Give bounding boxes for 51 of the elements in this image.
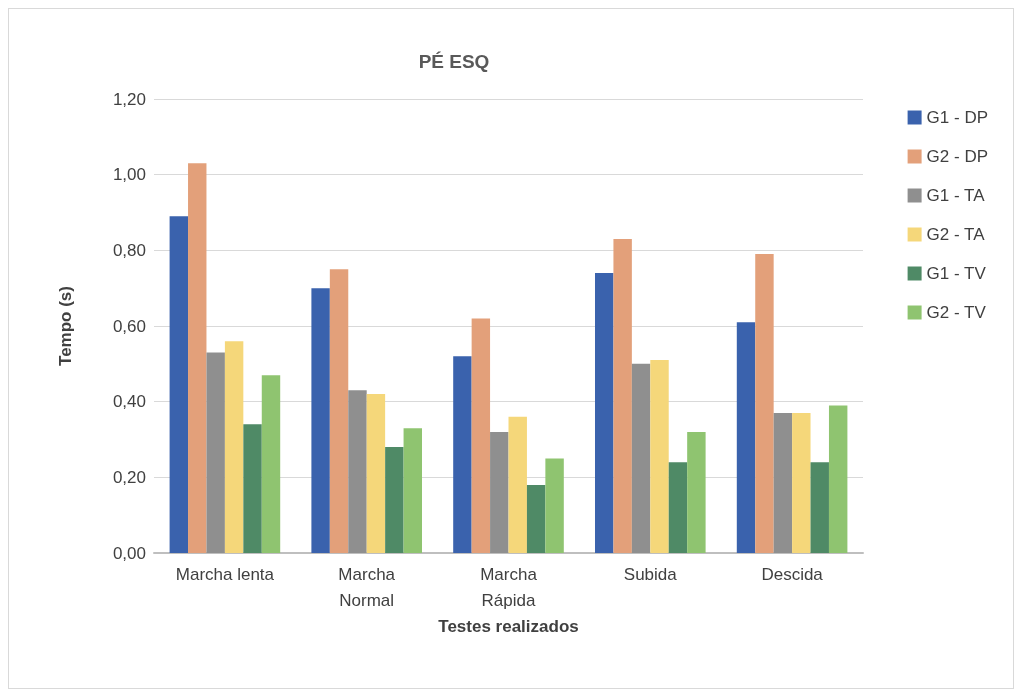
legend-label: G2 - DP — [926, 147, 989, 166]
bar — [755, 254, 774, 553]
x-tick-label: Marcha Rápida — [480, 564, 538, 610]
legend-label: G1 - TA — [926, 186, 986, 205]
bar — [261, 375, 281, 553]
bar — [613, 238, 632, 553]
bar — [385, 447, 404, 553]
legend-label: G1 - TV — [926, 264, 987, 283]
bar — [224, 341, 244, 553]
bar — [490, 431, 509, 553]
bar — [471, 318, 491, 553]
y-tick-label: 0,60 — [112, 316, 146, 336]
bar — [631, 363, 651, 553]
bar — [366, 394, 386, 553]
bar — [453, 356, 472, 553]
y-tick-label: 0,00 — [112, 543, 146, 563]
x-tick-label: Descida — [761, 564, 824, 584]
bar — [687, 431, 706, 553]
y-tick-label: 0,20 — [112, 467, 146, 487]
y-tick-label: 0,80 — [112, 240, 146, 260]
bar — [329, 269, 349, 553]
bar — [595, 273, 614, 553]
bar — [773, 413, 793, 553]
x-tick-label: Subida — [623, 564, 678, 584]
bar — [668, 462, 688, 553]
legend-label: G2 - TA — [926, 225, 986, 244]
bar — [188, 163, 207, 553]
bar — [403, 428, 422, 553]
bar — [792, 413, 811, 553]
bar — [810, 462, 829, 553]
bar — [243, 424, 262, 553]
bar — [508, 416, 527, 553]
y-tick-label: 0,40 — [112, 392, 146, 412]
bar — [650, 360, 669, 553]
bar — [736, 322, 756, 553]
bar — [828, 405, 848, 553]
bar — [545, 458, 564, 553]
x-tick-label: Marcha lenta — [175, 564, 275, 584]
bar — [526, 484, 546, 553]
chart-title: PÉ ESQ — [418, 51, 490, 72]
bar — [348, 390, 367, 553]
x-tick-label: Marcha Normal — [338, 564, 396, 610]
bar — [206, 352, 225, 553]
y-tick-label: 1,20 — [112, 89, 146, 109]
y-axis-title: Tempo (s) — [56, 286, 75, 366]
legend-label: G1 - DP — [926, 108, 989, 127]
x-axis-title: Testes realizados — [438, 616, 579, 636]
bar — [169, 216, 189, 553]
bar — [311, 288, 330, 553]
y-tick-label: 1,00 — [112, 165, 146, 185]
legend-label: G2 - TV — [926, 303, 987, 322]
